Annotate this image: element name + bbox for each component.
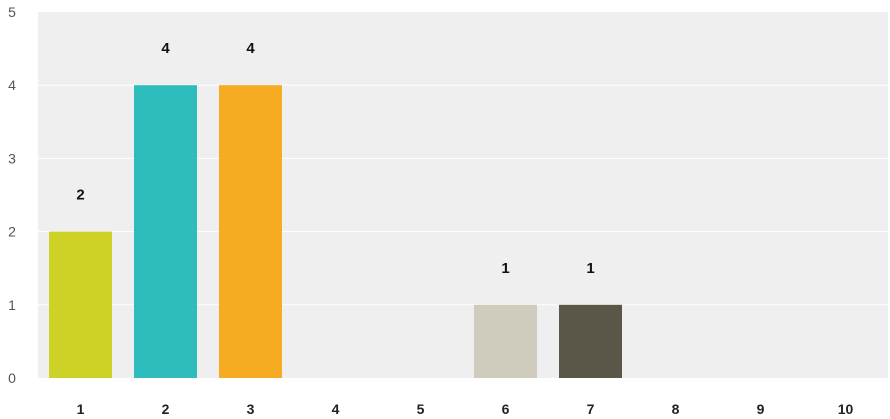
x-tick-label: 1	[77, 401, 85, 417]
bar-3	[219, 85, 282, 378]
y-tick-label: 3	[8, 150, 16, 166]
y-tick-label: 4	[8, 77, 16, 93]
x-tick-label: 6	[502, 401, 510, 417]
bars	[49, 85, 622, 378]
x-tick-label: 5	[417, 401, 425, 417]
y-tick-label: 1	[8, 297, 16, 313]
data-labels: 2 4 4 1 1	[76, 40, 594, 277]
x-tick-label: 3	[247, 401, 255, 417]
x-tick-label: 8	[672, 401, 680, 417]
y-tick-label: 5	[8, 4, 16, 20]
x-tick-label: 7	[587, 401, 595, 417]
data-label-2: 4	[161, 40, 170, 57]
x-tick-label: 4	[332, 401, 340, 417]
y-axis-ticks: 0 1 2 3 4 5	[8, 4, 16, 386]
x-tick-label: 9	[757, 401, 765, 417]
data-label-3: 4	[246, 40, 255, 57]
data-label-7: 1	[586, 260, 594, 277]
data-label-1: 2	[76, 187, 84, 204]
bar-7	[559, 304, 622, 378]
x-tick-label: 2	[162, 401, 170, 417]
y-tick-label: 0	[8, 370, 16, 386]
bar-2	[134, 85, 197, 378]
x-tick-label: 10	[838, 401, 854, 417]
data-label-6: 1	[501, 260, 509, 277]
y-tick-label: 2	[8, 224, 16, 240]
bar-1	[49, 231, 112, 378]
bar-6	[474, 304, 537, 378]
x-axis-ticks: 1 2 3 4 5 6 7 8 9 10	[77, 401, 854, 417]
